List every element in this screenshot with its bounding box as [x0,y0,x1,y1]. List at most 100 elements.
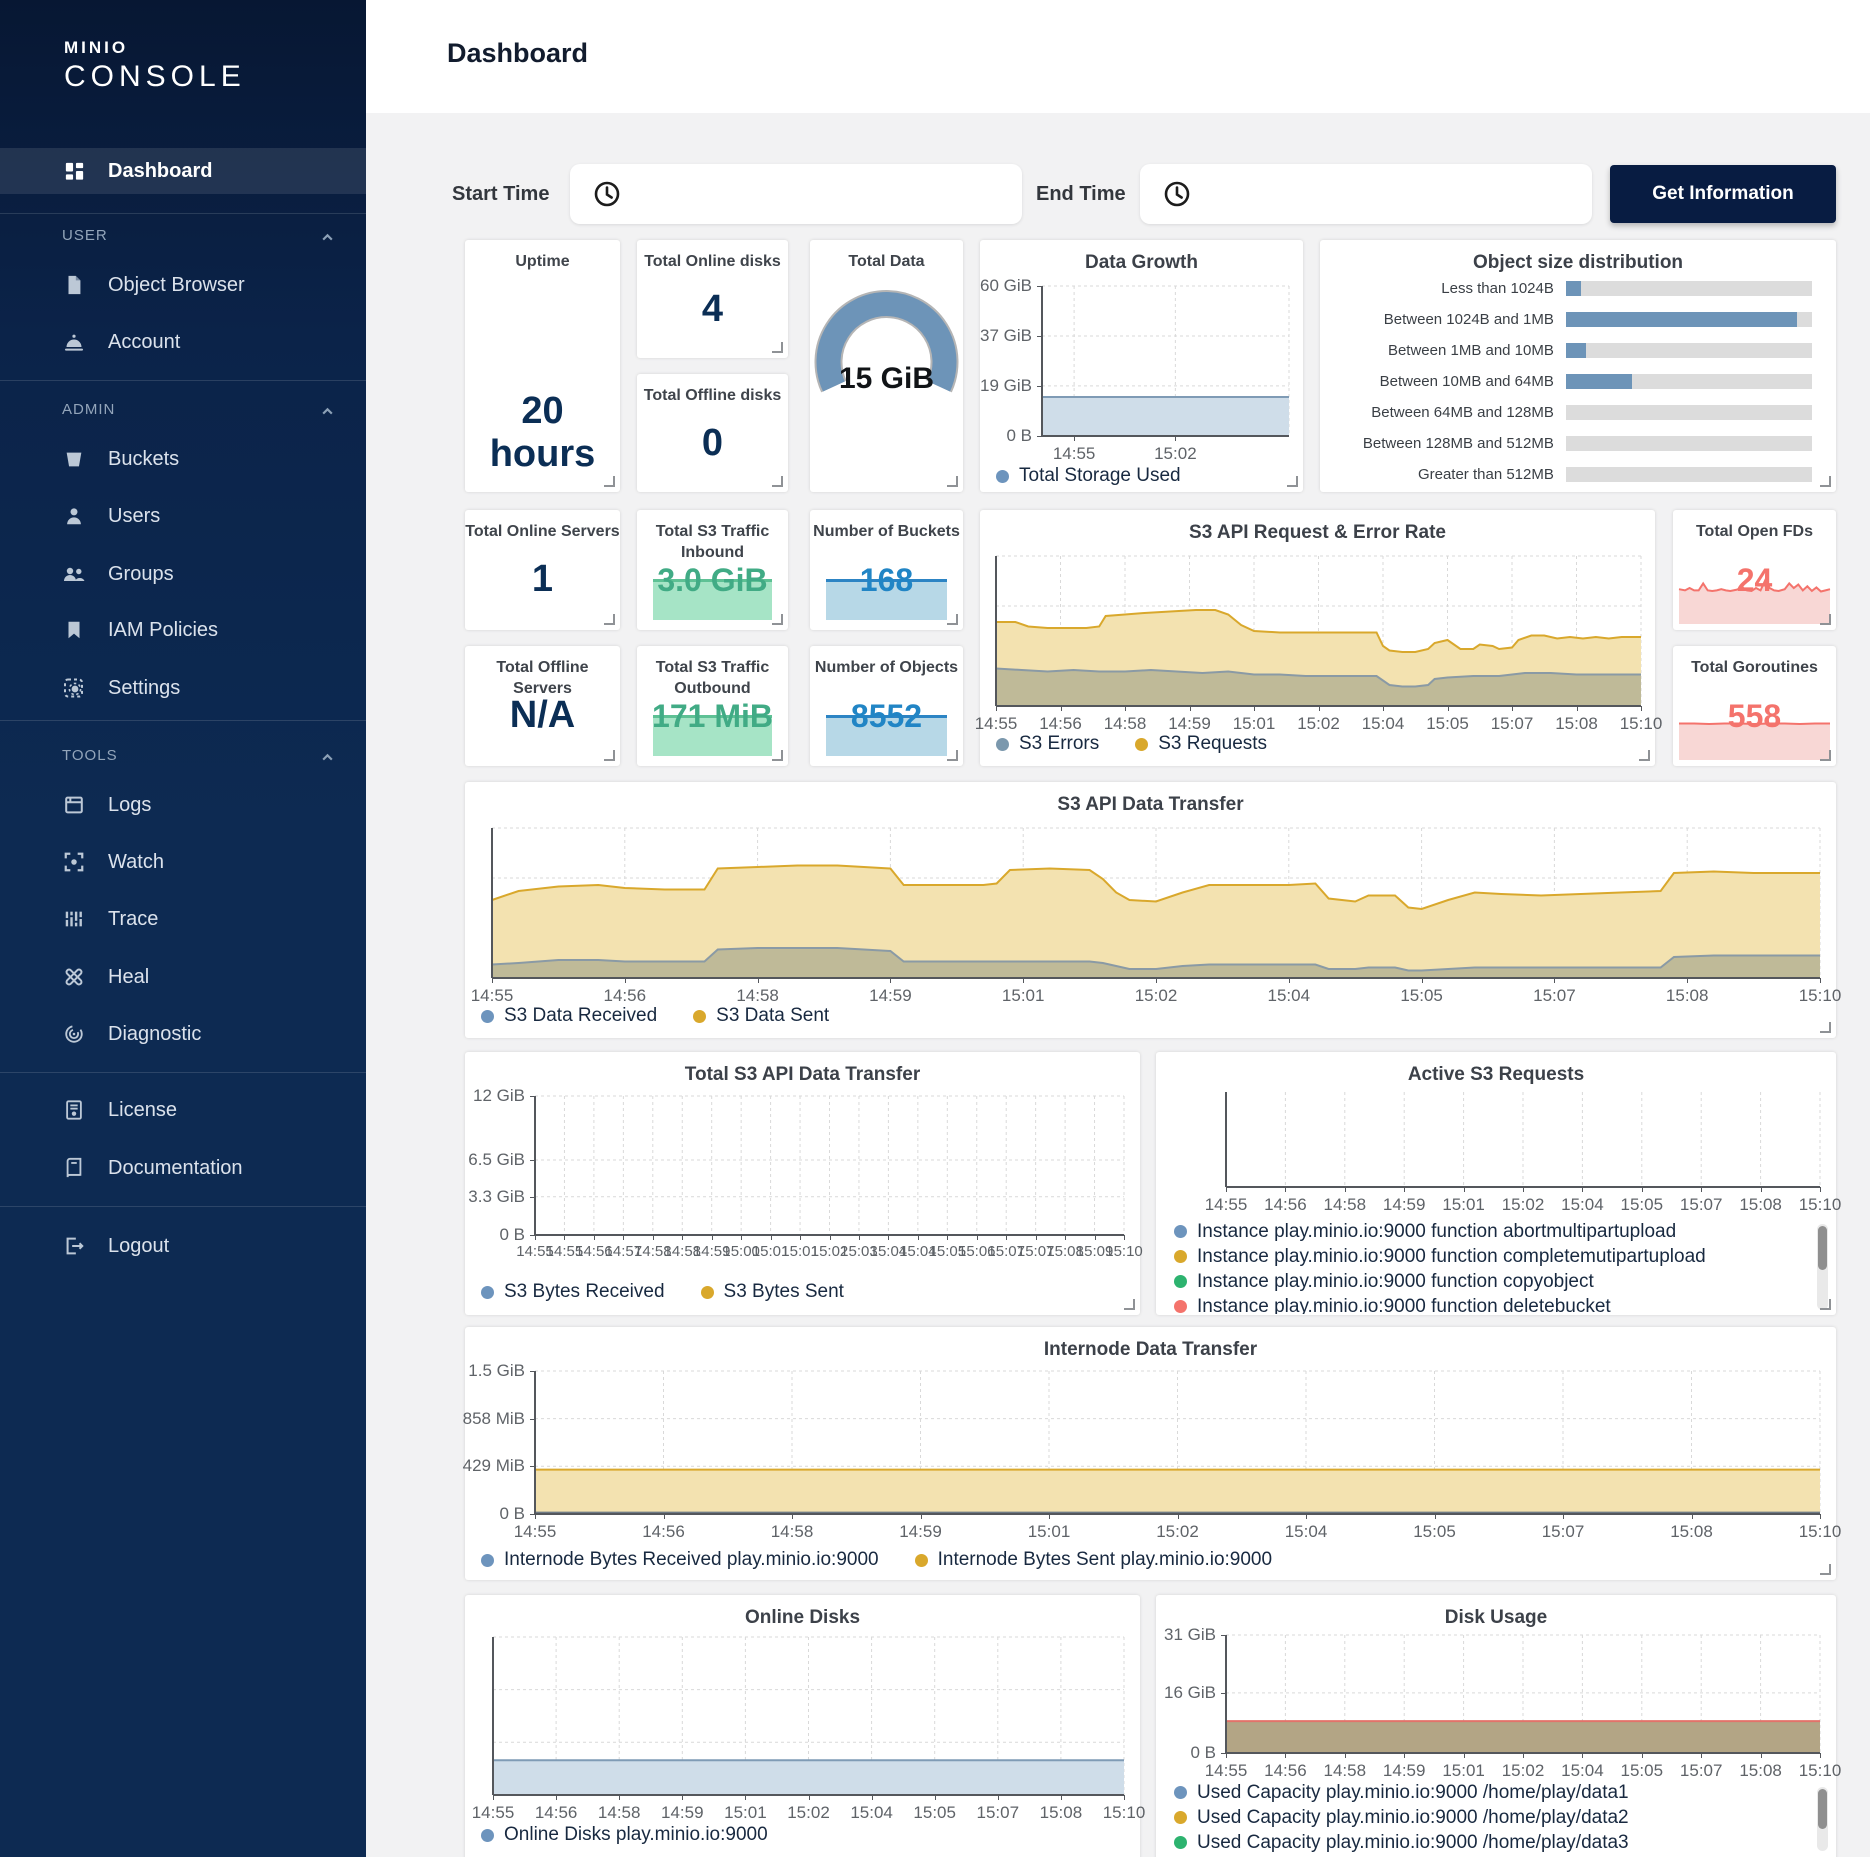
x-axis-label: 15:02 [1501,1195,1545,1214]
card-title: Total Open FDs [1695,523,1814,540]
legend-scrollbar[interactable] [1817,1787,1828,1851]
sidebar-item-diagnostic[interactable]: Diagnostic [0,1009,366,1059]
end-time-input[interactable] [1140,164,1592,224]
tick-mark [1641,706,1642,711]
sidebar-item-object-browser[interactable]: Object Browser [0,260,366,310]
sidebar-item-iam-policies[interactable]: IAM Policies [0,605,366,655]
sidebar-section-user[interactable]: USER [62,220,366,250]
card-total-goroutines: Total Goroutines 558 [1673,646,1836,766]
tick-mark [1383,706,1384,711]
x-axis-label: 14:56 [1264,1195,1307,1214]
tick-mark [1124,1235,1125,1240]
legend-dot-icon [1174,1250,1187,1263]
sidebar-item-account[interactable]: Account [0,317,366,367]
legend-item[interactable]: Used Capacity play.minio.io:9000 /home/p… [1174,1807,1800,1828]
sidebar-item-dashboard[interactable]: Dashboard [0,148,366,194]
legend-item[interactable]: Instance play.minio.io:9000 function cop… [1174,1271,1800,1292]
tick-mark [593,1235,595,1240]
tick-mark [1523,1187,1524,1192]
legend-dot-icon [1174,1275,1187,1288]
objects-area [826,715,947,756]
legend-item[interactable]: S3 Bytes Received [481,1281,665,1302]
distribution-label: Less than 1024B [1441,280,1554,297]
tick-mark [1434,1514,1436,1519]
distribution-row: Between 64MB and 128MB [1334,397,1812,428]
x-axis-label: 15:05 [1620,1195,1664,1214]
sidebar-item-trace[interactable]: Trace [0,894,366,944]
resize-corner-icon [772,750,783,761]
x-axis-label: 14:59 [869,986,912,1005]
legend-item[interactable]: Used Capacity play.minio.io:9000 /home/p… [1174,1832,1800,1853]
x-axis-label: 15:08 [1739,1761,1782,1780]
watch-icon [62,850,86,874]
tick-mark [1820,1514,1821,1519]
gear-icon [62,676,86,700]
legend-dot-icon [481,1285,494,1299]
tick-mark [1175,436,1177,441]
legend-item[interactable]: S3 Data Sent [693,1005,829,1026]
start-time-input[interactable] [570,164,1022,224]
legend-item[interactable]: S3 Bytes Sent [700,1281,844,1302]
legend-label: S3 Data Received [504,1005,658,1026]
logo-minio: MINIO [64,38,129,57]
account-dome-icon [62,330,86,354]
sidebar-item-documentation[interactable]: Documentation [0,1143,366,1193]
x-axis-label: 15:07 [1490,714,1534,733]
tick-mark [535,1235,536,1240]
legend-item[interactable]: Total Storage Used [996,465,1181,486]
legend-item[interactable]: Instance play.minio.io:9000 function abo… [1174,1222,1800,1242]
resize-corner-icon [1820,476,1831,487]
sidebar-item-users[interactable]: Users [0,491,366,541]
s3-outbound-value: 171 MiB [652,698,773,734]
sidebar-item-license[interactable]: License [0,1085,366,1135]
sidebar-item-buckets[interactable]: Buckets [0,434,366,484]
panel-title: Total S3 API Data Transfer [684,1064,921,1085]
legend-scrollbar[interactable] [1817,1224,1828,1310]
panel-disk-usage: Disk Usage 14:55 14:56 14:58 14:59 15:01 15:0… [1156,1595,1841,1857]
distribution-bar [1565,436,1812,451]
sidebar-section-admin[interactable]: ADMIN [62,394,366,424]
legend-item[interactable]: Instance play.minio.io:9000 function com… [1174,1246,1800,1267]
distribution-label: Between 1MB and 10MB [1387,342,1554,359]
x-axis-label: 15:04 [869,1243,908,1260]
chevron-up-icon [321,229,334,246]
legend-label: S3 Bytes Received [504,1281,665,1302]
divider [0,380,366,381]
legend-item[interactable]: S3 Data Received [481,1005,658,1026]
tick-mark [947,1235,949,1240]
logout-icon [62,1234,86,1258]
uptime-value: 20 hours [489,390,596,475]
x-axis-label: 15:02 [787,1803,830,1822]
card-s3-traffic-outbound: Total S3 Traffic Outbound 171 MiB [637,646,788,766]
x-axis-label: 15:01 [1001,986,1045,1005]
legend-item[interactable]: Instance play.minio.io:9000 function del… [1174,1296,1800,1314]
distribution-bar-fill [1565,343,1586,358]
sidebar-item-groups[interactable]: Groups [0,549,366,599]
get-information-button[interactable]: Get Information [1610,165,1836,223]
y-axis-label: 1.5 GiB [468,1361,525,1380]
legend-item[interactable]: Internode Bytes Sent play.minio.io:9000 [914,1549,1272,1570]
card-title: Total Online disks [644,253,781,270]
open-fds-sparkline [1679,566,1830,624]
legend-item[interactable]: Used Capacity play.minio.io:9000 /home/p… [1174,1783,1800,1803]
tick-mark [530,1371,535,1372]
y-axis-label: 3.3 GiB [468,1186,525,1206]
legend-item[interactable]: S3 Errors [996,733,1099,754]
sidebar-item-heal[interactable]: Heal [0,952,366,1002]
legend-item[interactable]: Internode Bytes Received play.minio.io:9… [481,1549,879,1570]
tick-mark [1582,1187,1584,1192]
tick-mark [1288,978,1290,983]
legend-item[interactable]: S3 Requests [1135,733,1267,754]
legend-dot-icon [996,469,1009,483]
distribution-label: Between 1024B and 1MB [1383,311,1554,328]
tick-mark [711,1235,713,1240]
sidebar-section-tools[interactable]: TOOLS [62,740,366,770]
sidebar-item-logs[interactable]: Logs [0,780,366,830]
tick-mark [1221,1692,1226,1694]
resize-corner-icon [947,476,958,487]
sidebar-item-settings[interactable]: Settings [0,663,366,713]
legend-item[interactable]: Online Disks play.minio.io:9000 [481,1824,768,1845]
goroutines-sparkline [1679,702,1830,760]
sidebar-item-watch[interactable]: Watch [0,837,366,887]
sidebar-item-logout[interactable]: Logout [0,1221,366,1271]
